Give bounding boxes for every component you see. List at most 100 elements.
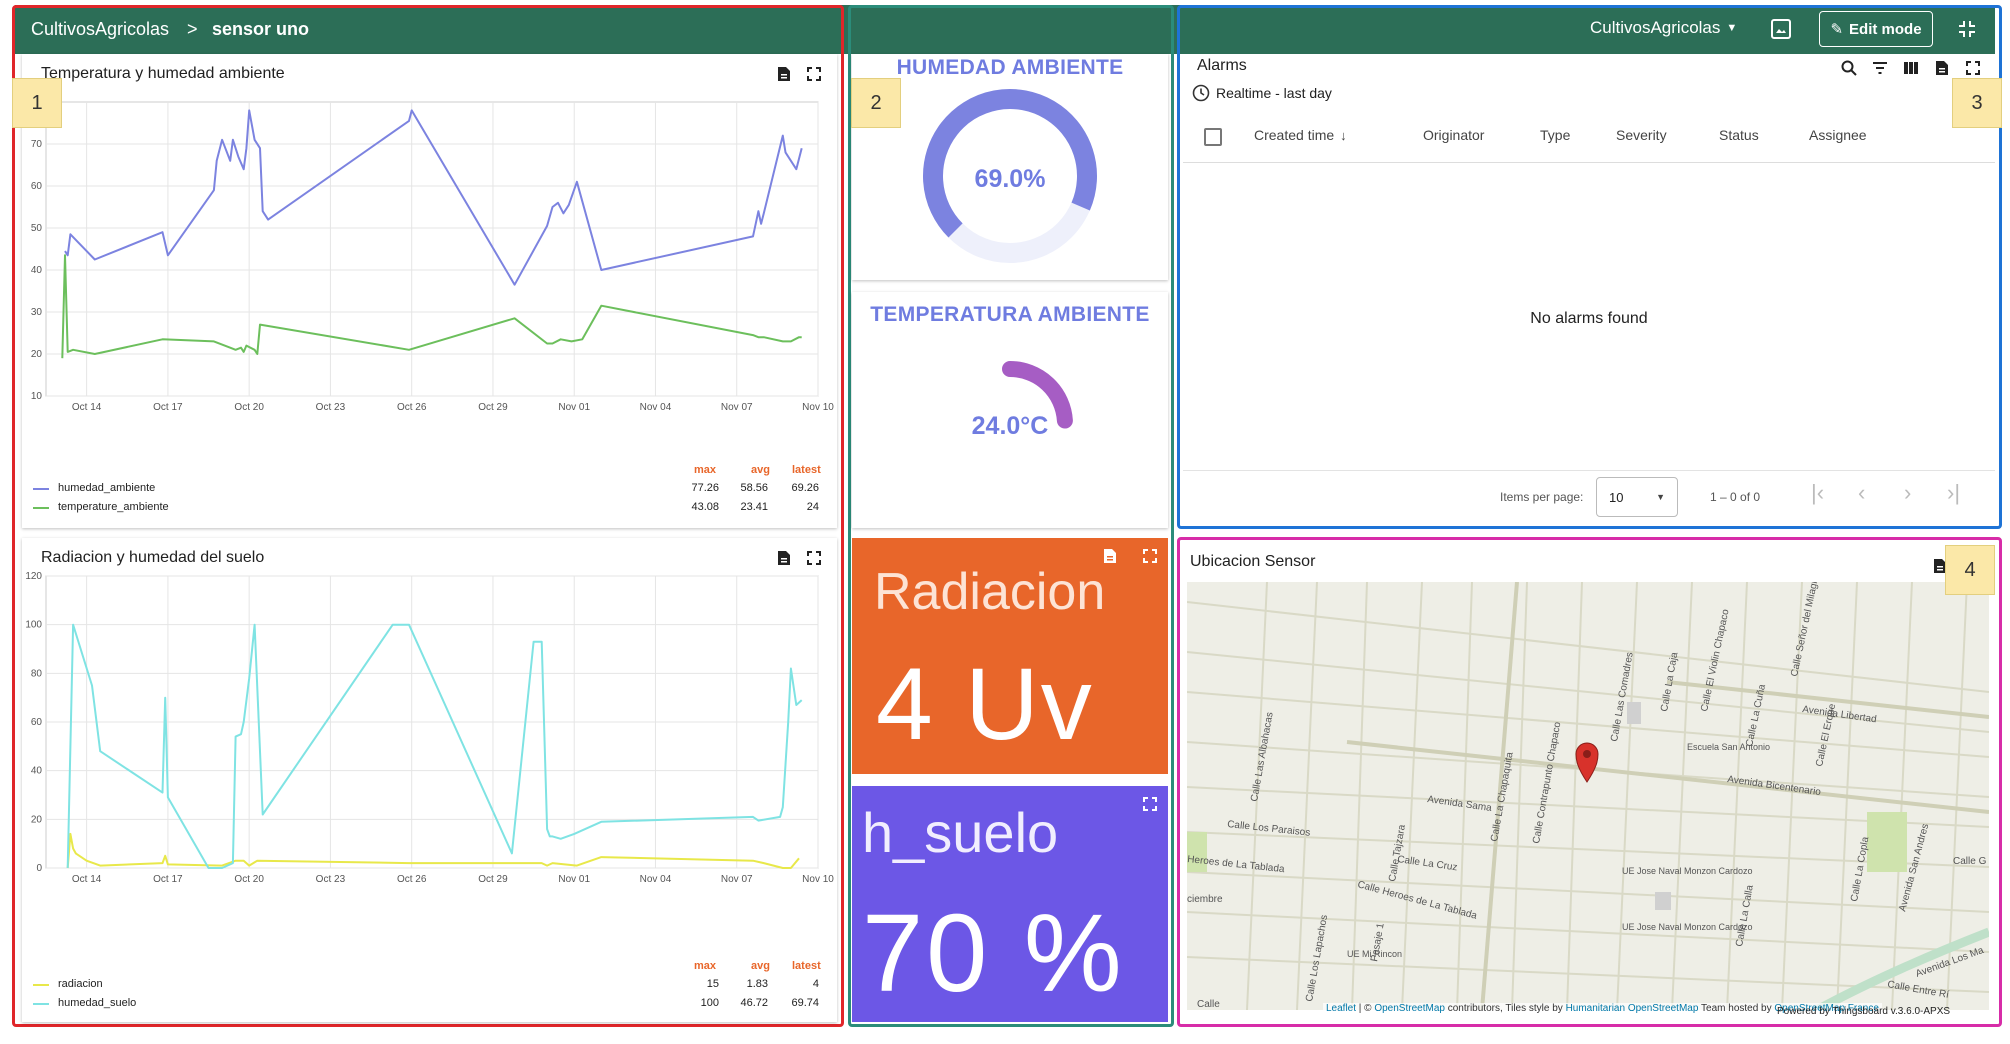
legend-avg-value: 1.83 [746, 978, 768, 990]
legend-swatch [33, 984, 49, 986]
marker-2: 2 [851, 78, 901, 128]
chart-plot-temperature-humidity: 10 20 30 40 50 60 70 Oct 14 Oct 17 Oct 20 Oct 23 Oc… [31, 101, 834, 413]
x-tick-label: Nov 04 [640, 874, 672, 885]
legend-header-max: max [694, 960, 717, 972]
export-file-icon[interactable] [1098, 544, 1122, 568]
x-tick-label: Nov 10 [802, 874, 834, 885]
map-canvas[interactable]: Avenida Libertad Avenida Bicentenario Av… [1187, 582, 1989, 1010]
x-tick-label: Oct 29 [478, 402, 508, 413]
columns-icon[interactable] [1899, 56, 1923, 80]
breadcrumb-root[interactable]: CultivosAgricolas [31, 19, 170, 39]
fullscreen-icon[interactable] [1138, 544, 1162, 568]
card-title: Radiacion [874, 563, 1106, 621]
select-all-checkbox[interactable] [1204, 128, 1222, 146]
legend-latest-value: 4 [812, 978, 819, 990]
osm-link[interactable]: OpenStreetMap [1374, 1003, 1445, 1014]
legend-series-name[interactable]: temperature_ambiente [58, 501, 169, 513]
state-selector-label: CultivosAgricolas [1590, 18, 1721, 37]
x-tick-label: Nov 01 [558, 874, 590, 885]
legend-series-name[interactable]: humedad_suelo [58, 997, 137, 1009]
legend-header-avg: avg [751, 960, 770, 972]
first-page-icon[interactable]: |‹ [1811, 480, 1825, 505]
series-line-temperature_ambiente [61, 254, 802, 359]
alarms-title: Alarms [1197, 57, 1247, 74]
chart-legend: max avg latest humedad_ambiente 77.26 58… [22, 464, 837, 524]
items-per-page-select[interactable]: 10 ▼ [1596, 477, 1678, 517]
legend-swatch [33, 488, 49, 490]
legend-series-name[interactable]: humedad_ambiente [58, 482, 156, 494]
region-charts [12, 5, 844, 1027]
exit-fullscreen-icon[interactable] [1955, 17, 1979, 41]
place-label: UE Mi Rincon [1347, 949, 1402, 959]
street-label: Calle G [1953, 856, 1987, 867]
last-page-icon[interactable]: ›| [1947, 480, 1961, 505]
chart-title: Radiacion y humedad del suelo [41, 549, 265, 566]
image-export-icon[interactable] [1769, 17, 1793, 41]
fullscreen-icon[interactable] [802, 62, 826, 86]
filter-icon[interactable] [1868, 56, 1892, 80]
export-file-icon[interactable] [772, 62, 796, 86]
x-tick-label: Oct 26 [397, 874, 427, 885]
card-value: 4 Uv [876, 647, 1094, 761]
previous-page-icon[interactable]: ‹ [1858, 480, 1866, 505]
breadcrumb-current: sensor uno [212, 19, 310, 39]
column-header-originator[interactable]: Originator [1423, 127, 1485, 143]
divider [1183, 162, 1995, 163]
gauge-title: TEMPERATURA AMBIENTE [870, 303, 1150, 326]
value-card-h-suelo: h_suelo 70 % [852, 786, 1168, 1022]
legend-series-name[interactable]: radiacion [58, 978, 103, 990]
y-tick-label: 40 [31, 265, 43, 276]
fullscreen-icon[interactable] [802, 546, 826, 570]
legend-avg-value: 58.56 [740, 482, 768, 494]
osm-france-link[interactable]: OpenStreetMap France [1774, 1003, 1879, 1014]
next-page-icon[interactable]: › [1904, 480, 1912, 505]
column-header-assignee[interactable]: Assignee [1809, 127, 1867, 143]
items-per-page-value: 10 [1609, 489, 1624, 505]
marker-3: 3 [1952, 78, 2002, 128]
marker-1: 1 [12, 78, 62, 128]
column-header-status[interactable]: Status [1719, 127, 1759, 143]
street-label: Calle [1197, 999, 1220, 1010]
legend-swatch [33, 507, 49, 509]
card-value: 70 % [862, 892, 1125, 1015]
export-file-icon[interactable] [1930, 56, 1954, 80]
legend-header-latest: latest [792, 960, 821, 972]
pencil-icon: ✎ [1830, 21, 1844, 38]
y-tick-label: 60 [31, 717, 43, 728]
leaflet-link[interactable]: Leaflet [1326, 1003, 1357, 1014]
edit-mode-button[interactable]: ✎ Edit mode [1819, 11, 1933, 47]
y-tick-label: 30 [31, 307, 43, 318]
location-marker-icon[interactable] [1575, 742, 1599, 783]
clock-icon [1192, 84, 1210, 102]
fullscreen-icon[interactable] [1961, 56, 1985, 80]
hot-link[interactable]: Humanitarian OpenStreetMap [1565, 1003, 1699, 1014]
state-selector[interactable]: CultivosAgricolas ▼ [1590, 18, 1737, 38]
legend-header-latest: latest [792, 464, 821, 476]
legend-max-value: 77.26 [691, 482, 719, 494]
legend-swatch [33, 1003, 49, 1005]
legend-latest-value: 24 [806, 501, 819, 513]
gauge-value: 24.0°C [971, 412, 1049, 440]
timewindow-selector[interactable]: Realtime - last day [1192, 84, 1332, 102]
export-file-icon[interactable] [1928, 554, 1952, 578]
humidity-donut-gauge [923, 89, 1097, 263]
map-widget: Ubicacion Sensor Avenida Libertad Avenid… [1183, 542, 1995, 1020]
x-tick-label: Oct 29 [478, 874, 508, 885]
legend-latest-value: 69.74 [791, 997, 819, 1009]
legend-max-value: 15 [706, 978, 719, 990]
fullscreen-icon[interactable] [1138, 792, 1162, 816]
breadcrumb-separator: > [187, 19, 198, 39]
legend-header-avg: avg [751, 464, 770, 476]
y-tick-label: 20 [31, 814, 43, 825]
gauge-value: 69.0% [974, 165, 1046, 193]
column-header-type[interactable]: Type [1540, 127, 1571, 143]
place-label: UE Jose Naval Monzon Cardozo [1622, 922, 1753, 932]
items-per-page-label: Items per page: [1500, 490, 1584, 504]
export-file-icon[interactable] [772, 546, 796, 570]
column-header-severity[interactable]: Severity [1616, 127, 1667, 143]
search-icon[interactable] [1837, 56, 1861, 80]
gauge-widget-humidity: HUMEDAD AMBIENTE 69.0% [852, 54, 1168, 280]
column-header-created-time[interactable]: Created time ↓ [1254, 127, 1347, 143]
x-tick-label: Oct 17 [153, 402, 183, 413]
temperature-donut-gauge [1002, 361, 1073, 429]
